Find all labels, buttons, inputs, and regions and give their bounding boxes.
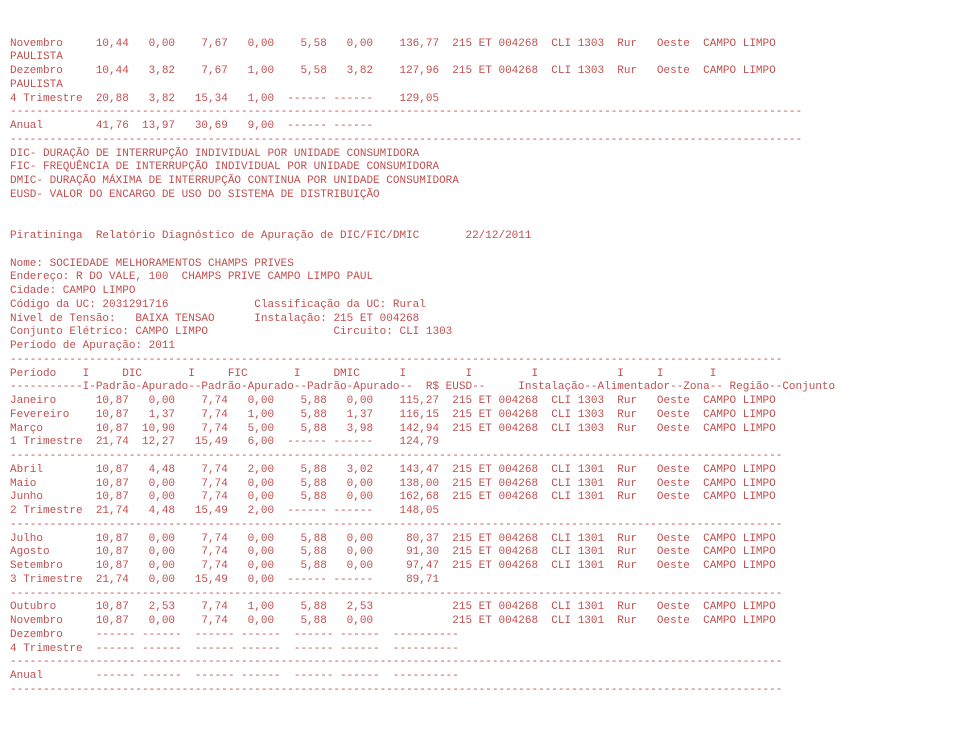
report-body: Novembro 10,44 0,00 7,67 0,00 5,58 0,00 … bbox=[10, 38, 950, 698]
